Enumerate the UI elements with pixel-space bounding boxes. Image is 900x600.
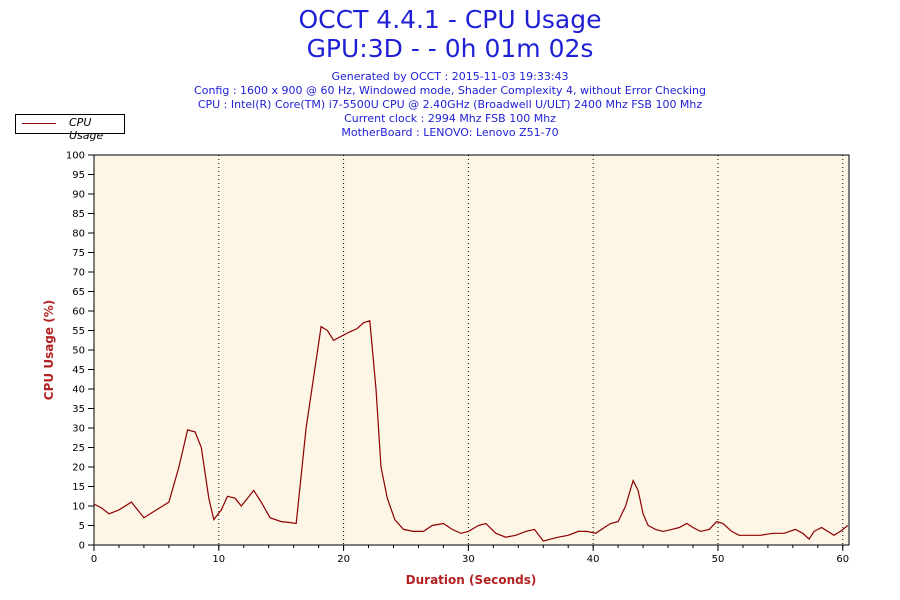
y-axis-label: CPU Usage (%) bbox=[42, 300, 56, 400]
y-tick-label: 60 bbox=[72, 307, 85, 318]
axis-ticks: 0 10 20 30 40 50 60 0 5 10 15 20 25 30 35 40 45 50 55 60 65 7… bbox=[66, 151, 849, 566]
y-tick-label: 25 bbox=[72, 443, 85, 454]
info-generated: Generated by OCCT : 2015-11-03 19:33:43 bbox=[331, 70, 569, 83]
y-tick-label: 100 bbox=[66, 151, 85, 162]
y-tick-label: 35 bbox=[72, 404, 85, 415]
y-tick-label: 10 bbox=[72, 502, 85, 513]
info-cpu: CPU : Intel(R) Core(TM) i7-5500U CPU @ 2… bbox=[197, 98, 703, 111]
x-tick-label: 60 bbox=[836, 554, 849, 565]
y-tick-label: 5 bbox=[79, 521, 85, 532]
info-config: Config : 1600 x 900 @ 60 Hz, Windowed mo… bbox=[194, 84, 706, 97]
y-tick-label: 30 bbox=[72, 424, 85, 435]
grid bbox=[218, 155, 844, 545]
plot-area bbox=[93, 154, 850, 546]
legend: CPU Usage bbox=[15, 114, 125, 142]
y-tick-label: 15 bbox=[72, 482, 85, 493]
x-tick-label: 0 bbox=[91, 554, 97, 565]
y-tick-label: 0 bbox=[79, 541, 85, 552]
y-tick-label: 90 bbox=[72, 190, 85, 201]
y-tick-label: 80 bbox=[72, 229, 85, 240]
y-tick-label: 95 bbox=[72, 170, 85, 181]
y-tick-label: 55 bbox=[72, 326, 85, 337]
x-tick-label: 20 bbox=[337, 554, 350, 565]
x-tick-label: 30 bbox=[462, 554, 475, 565]
legend-swatch bbox=[22, 123, 56, 124]
y-tick-label: 65 bbox=[72, 287, 85, 298]
info-motherboard: MotherBoard : LENOVO: Lenovo Z51-70 bbox=[341, 126, 559, 139]
y-tick-label: 75 bbox=[72, 248, 85, 259]
y-tick-label: 50 bbox=[72, 346, 85, 357]
y-tick-label: 20 bbox=[72, 463, 85, 474]
y-tick-label: 70 bbox=[72, 268, 85, 279]
x-axis-label: Duration (Seconds) bbox=[406, 573, 537, 587]
cpu-usage-line bbox=[93, 320, 849, 542]
chart-subtitle: GPU:3D - - 0h 01m 02s bbox=[306, 34, 594, 63]
x-tick-label: 10 bbox=[212, 554, 225, 565]
y-tick-label: 85 bbox=[72, 209, 85, 220]
x-tick-label: 40 bbox=[587, 554, 600, 565]
y-tick-label: 45 bbox=[72, 365, 85, 376]
chart-title: OCCT 4.4.1 - CPU Usage bbox=[298, 5, 602, 34]
legend-label: CPU Usage bbox=[69, 116, 104, 142]
y-tick-label: 40 bbox=[72, 385, 85, 396]
x-tick-label: 50 bbox=[712, 554, 725, 565]
info-clock: Current clock : 2994 Mhz FSB 100 Mhz bbox=[344, 112, 556, 125]
